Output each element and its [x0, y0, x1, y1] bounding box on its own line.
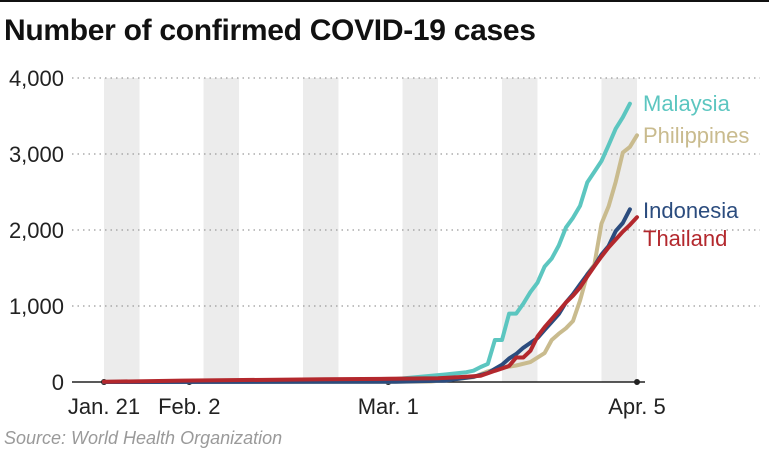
x-tick-label: Jan. 21 [68, 394, 140, 419]
y-tick-label: 0 [52, 370, 64, 395]
series-line-malaysia [102, 101, 632, 384]
series-line-thailand [102, 215, 639, 384]
x-tick-label: Mar. 1 [358, 394, 419, 419]
source-note: Source: World Health Organization [4, 428, 283, 448]
top-rule [0, 0, 769, 2]
y-axis-ticks: 0 1,000 2,000 3,000 4,000 [9, 66, 64, 395]
y-tick-label: 3,000 [9, 142, 64, 167]
y-tick-label: 1,000 [9, 294, 64, 319]
series-label-philippines: Philippines [643, 123, 749, 148]
x-tick-dot [634, 379, 640, 385]
gridlines [72, 77, 760, 307]
series-label-indonesia: Indonesia [643, 198, 739, 223]
x-tick-label: Feb. 2 [158, 394, 220, 419]
y-tick-label: 2,000 [9, 218, 64, 243]
x-tick-label: Apr. 5 [608, 394, 665, 419]
series-line-philippines [102, 133, 639, 384]
y-tick-label: 4,000 [9, 66, 64, 91]
series-line-indonesia [102, 207, 632, 384]
chart-title: Number of confirmed COVID-19 cases [4, 14, 536, 47]
series-labels: Malaysia Philippines Indonesia Thailand [643, 91, 749, 251]
series-label-malaysia: Malaysia [643, 91, 731, 116]
series-lines [102, 101, 639, 384]
x-axis: Jan. 21 Feb. 2 Mar. 1 Apr. 5 [68, 379, 666, 419]
series-label-thailand: Thailand [643, 226, 727, 251]
